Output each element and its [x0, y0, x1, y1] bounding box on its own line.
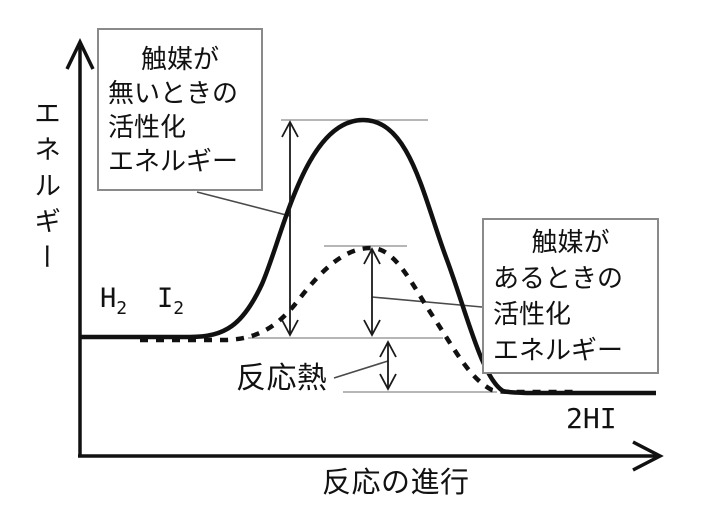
- product-label-2hi: 2HI: [566, 402, 617, 435]
- y-axis: [65, 37, 95, 456]
- activation-energy-arrow-with-catalyst: [363, 247, 381, 337]
- leader-no-catalyst-box: [196, 191, 291, 217]
- curve-without-catalyst: [80, 117, 656, 396]
- x-axis-arrowhead-icon: [632, 440, 664, 472]
- reactant-label-h2: H2: [100, 283, 127, 319]
- leader-reaction-heat: [333, 360, 389, 379]
- no-catalyst-line-2: 無いときの: [108, 78, 239, 108]
- leader-catalyst-box: [371, 296, 483, 308]
- no-catalyst-line-1: 触媒が: [140, 44, 219, 74]
- x-axis: [78, 440, 664, 472]
- reactant-h2-subscript: 2: [116, 298, 128, 319]
- no-catalyst-line-3: 活性化: [108, 112, 187, 142]
- activation-energy-arrow-no-catalyst: [281, 120, 299, 337]
- x-axis-label: 反応の進行: [322, 467, 470, 499]
- reaction-heat-arrow: [379, 340, 397, 391]
- catalyst-line-1: 触媒が: [531, 227, 610, 257]
- catalyst-line-3: 活性化: [493, 299, 572, 329]
- reactant-i2-base: I: [157, 283, 174, 314]
- y-axis-arrowhead-icon: [65, 37, 95, 70]
- catalyst-callout-box: 触媒が あるときの 活性化 エネルギー: [482, 218, 659, 374]
- reactant-h2-base: H: [100, 283, 117, 314]
- no-catalyst-callout-box: 触媒が 無いときの 活性化 エネルギー: [97, 28, 263, 191]
- reaction-heat-label: 反応熱: [236, 362, 328, 395]
- catalyst-line-2: あるときの: [493, 263, 624, 293]
- y-axis-label: エネルギー: [30, 99, 60, 279]
- reactant-i2-subscript: 2: [173, 298, 185, 319]
- curve-with-catalyst: [140, 245, 580, 395]
- catalyst-line-4: エネルギー: [493, 335, 624, 365]
- no-catalyst-line-4: エネルギー: [108, 146, 239, 176]
- reactant-label-i2: I2: [157, 283, 184, 319]
